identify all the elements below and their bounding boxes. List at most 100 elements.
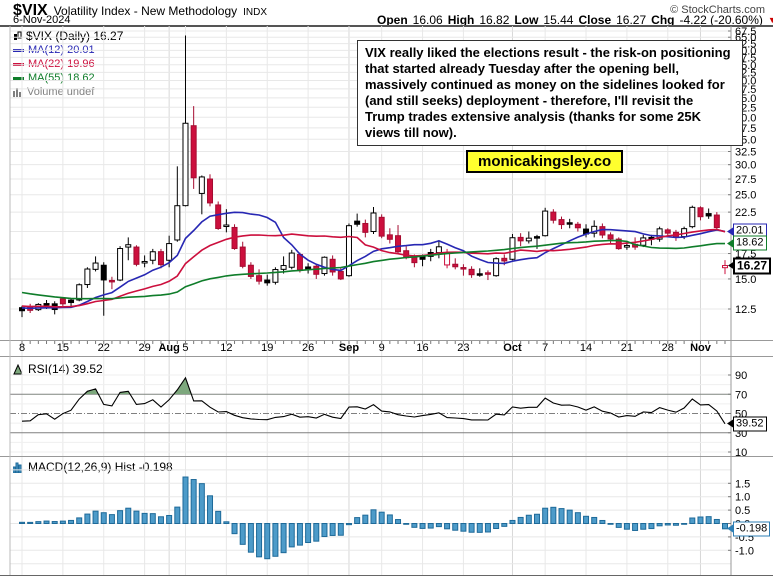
macd-bar bbox=[697, 516, 704, 525]
volume-bars-icon bbox=[13, 87, 23, 97]
macd-bar bbox=[190, 479, 197, 524]
watermark-site-badge: monicakingsley.co bbox=[466, 150, 624, 173]
rsi-label: RSI(14) 39.52 bbox=[13, 362, 103, 376]
candle-body bbox=[84, 268, 91, 286]
candle-body bbox=[166, 243, 173, 261]
candle-body bbox=[689, 206, 696, 228]
macd-bar bbox=[656, 523, 663, 527]
macd-bar bbox=[378, 511, 385, 525]
candle-body bbox=[149, 251, 156, 261]
macd-axis-label: 1.0 bbox=[735, 492, 750, 504]
candle-body bbox=[329, 258, 336, 273]
y-axis-label: 22.5 bbox=[735, 207, 756, 219]
candle-body bbox=[198, 176, 205, 194]
candle-body bbox=[542, 210, 549, 237]
macd-bar bbox=[435, 523, 442, 528]
candle-body bbox=[76, 284, 83, 301]
rsi-axis-label: 70 bbox=[735, 389, 747, 401]
y-axis-label: 12.5 bbox=[735, 304, 756, 316]
open-value: 16.06 bbox=[412, 13, 443, 27]
candle-body bbox=[157, 251, 164, 266]
rsi-axis-label: 30 bbox=[735, 428, 747, 440]
candle-body bbox=[133, 246, 140, 265]
macd-bar bbox=[427, 523, 434, 529]
analyst-annotation: VIX really liked the elections result - … bbox=[357, 40, 743, 146]
macd-bar bbox=[247, 523, 254, 553]
macd-bar bbox=[231, 523, 238, 535]
macd-bar bbox=[68, 519, 75, 524]
date-label: 23 bbox=[457, 342, 469, 354]
macd-bar bbox=[583, 515, 590, 524]
candle-body bbox=[247, 264, 254, 277]
macd-bar bbox=[27, 521, 34, 525]
rsi-axis-label: 50 bbox=[735, 409, 747, 421]
rsi-label-text: RSI(14) 39.52 bbox=[28, 362, 103, 376]
exchange-label: INDX bbox=[243, 7, 268, 18]
candle-body bbox=[460, 267, 467, 270]
stockcharts-credit: © StockCharts.com bbox=[670, 4, 765, 16]
macd-bar bbox=[59, 520, 66, 524]
macd-bar bbox=[403, 523, 410, 525]
macd-bar bbox=[493, 523, 500, 530]
date-label: Sep bbox=[339, 342, 359, 354]
candle-body bbox=[370, 212, 377, 233]
macd-bar bbox=[444, 523, 451, 530]
candle-body bbox=[476, 273, 483, 276]
macd-bar bbox=[386, 514, 393, 524]
candle-body bbox=[272, 269, 279, 283]
macd-bar bbox=[705, 516, 712, 525]
candle-body bbox=[337, 270, 344, 280]
y-axis-label: 30.0 bbox=[735, 160, 756, 172]
candle-body bbox=[493, 258, 500, 277]
candle-body bbox=[345, 225, 352, 277]
sma-22-line bbox=[21, 228, 726, 308]
candle-body bbox=[125, 244, 132, 248]
close-label: Close bbox=[578, 13, 612, 27]
date-label: 29 bbox=[138, 342, 150, 354]
candle-body bbox=[182, 122, 189, 207]
symbol-description: Volatility Index - New Methodology bbox=[53, 4, 238, 18]
candle-body bbox=[599, 226, 606, 236]
candle-body bbox=[705, 213, 712, 217]
date-label: Oct bbox=[503, 342, 522, 354]
candle-body bbox=[722, 265, 728, 269]
rsi-overbought-fill bbox=[22, 377, 731, 395]
candle-body bbox=[419, 256, 426, 260]
macd-bar bbox=[672, 523, 679, 526]
macd-bar bbox=[256, 523, 263, 558]
y-axis-label: 15.0 bbox=[735, 274, 756, 286]
date-label: 22 bbox=[98, 342, 110, 354]
candle-body bbox=[321, 256, 328, 275]
macd-bar bbox=[166, 514, 173, 525]
macd-bar bbox=[296, 523, 303, 546]
candle-body bbox=[623, 245, 630, 248]
macd-bar bbox=[411, 523, 418, 528]
macd-bar bbox=[542, 507, 549, 524]
macd-bar bbox=[460, 523, 467, 532]
macd-bar bbox=[133, 510, 140, 524]
macd-bar bbox=[370, 509, 377, 525]
macd-bar bbox=[207, 495, 214, 524]
macd-bar bbox=[305, 523, 312, 544]
macd-bar bbox=[476, 523, 483, 533]
macd-bar bbox=[321, 523, 328, 538]
candle-body bbox=[100, 264, 107, 281]
candle-body bbox=[550, 211, 557, 221]
macd-bar bbox=[43, 520, 50, 524]
macd-bar bbox=[574, 512, 581, 525]
candle-body bbox=[239, 246, 246, 267]
ma22-line-swatch bbox=[13, 62, 24, 66]
candle-body bbox=[288, 252, 295, 268]
macd-bar bbox=[722, 523, 728, 530]
macd-bar bbox=[615, 523, 622, 528]
candle-body bbox=[656, 228, 663, 240]
macd-bar bbox=[468, 523, 475, 533]
candle-body bbox=[207, 178, 214, 204]
macd-bar bbox=[640, 523, 647, 530]
macd-bar bbox=[264, 523, 271, 560]
macd-bar bbox=[607, 522, 614, 525]
date-label: 9 bbox=[379, 342, 385, 354]
candle-body bbox=[223, 224, 230, 228]
candle-body bbox=[607, 234, 614, 240]
candle-body bbox=[452, 263, 459, 268]
